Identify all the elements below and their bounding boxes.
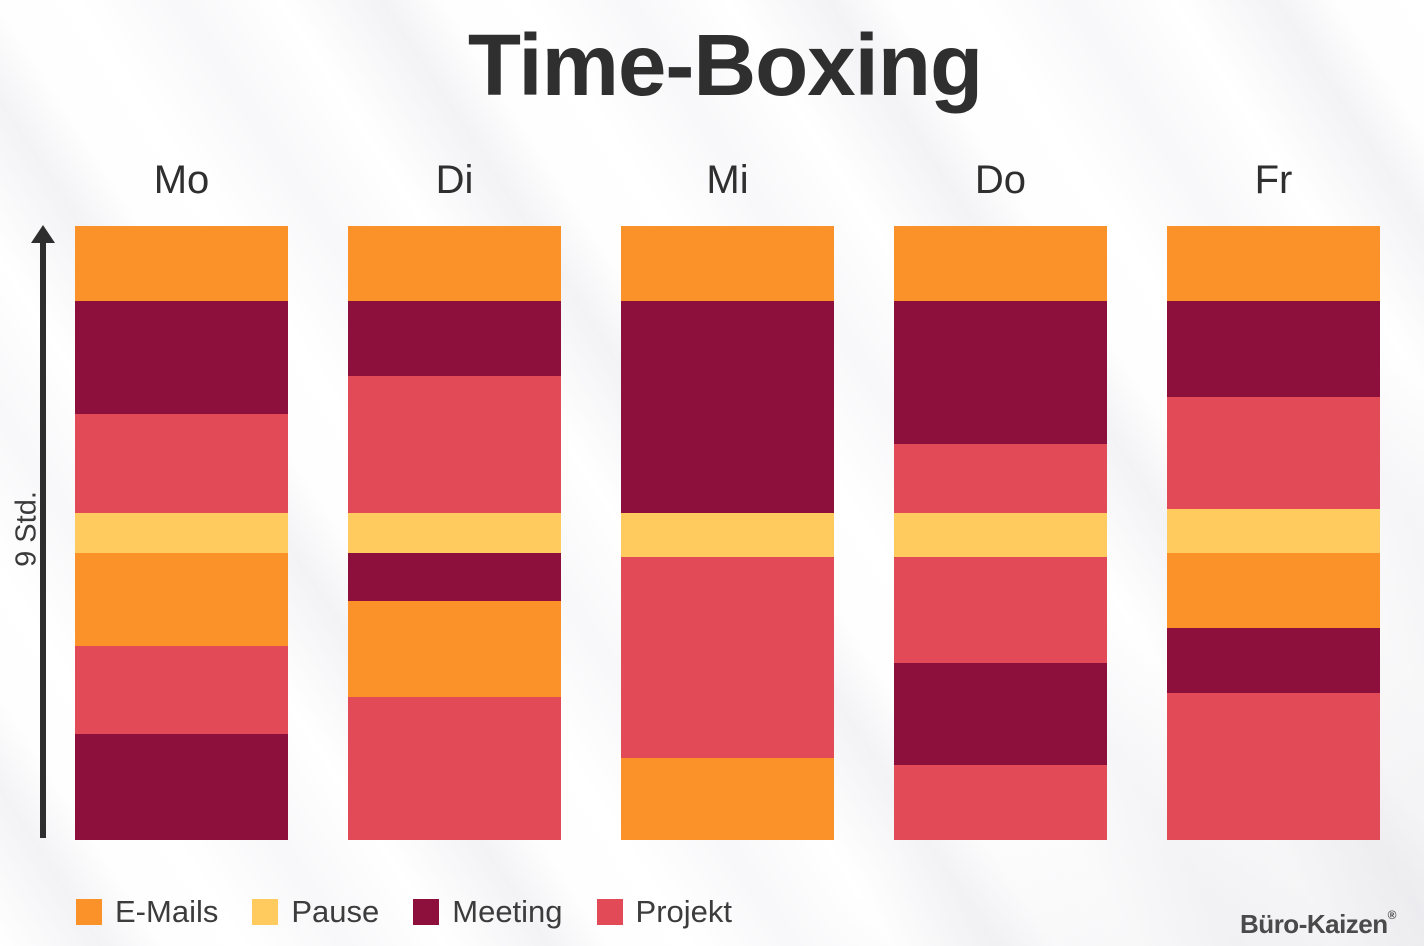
day-label-mi: Mi (706, 157, 749, 202)
segment-fr-meeting (1167, 628, 1380, 694)
day-label-mo: Mo (153, 157, 210, 202)
segment-fr-projekt (1167, 396, 1380, 510)
segment-di-e-mails (348, 226, 561, 302)
segment-do-meeting (894, 662, 1107, 765)
segment-mo-meeting (75, 734, 288, 840)
registered-mark: ® (1387, 908, 1397, 922)
segment-mo-e-mails (75, 553, 288, 646)
segment-fr-e-mails (1167, 553, 1380, 629)
y-axis-label: 9 Std. (10, 491, 43, 567)
day-label-fr: Fr (1254, 157, 1293, 202)
stacked-bar-fr (1167, 226, 1380, 840)
segment-mo-e-mails (75, 226, 288, 302)
segment-do-meeting (894, 301, 1107, 445)
segment-mo-pause (75, 512, 288, 554)
stacked-bar-mo (75, 226, 288, 840)
segment-do-e-mails (894, 226, 1107, 302)
legend-item-meeting: Meeting (413, 894, 563, 930)
segment-mi-projekt (621, 556, 834, 759)
segment-fr-e-mails (1167, 226, 1380, 302)
day-column-do: Do (894, 150, 1107, 840)
stacked-bar-mi (621, 226, 834, 840)
legend: E-Mails Pause Meeting Projekt (76, 894, 732, 930)
day-column-mi: Mi (621, 150, 834, 840)
segment-di-e-mails (348, 601, 561, 697)
segment-do-projekt (894, 764, 1107, 840)
segment-mo-projekt (75, 645, 288, 735)
brand-logo: Büro-Kaizen® (1240, 908, 1396, 940)
segment-mi-pause (621, 512, 834, 557)
y-axis-line (40, 242, 46, 838)
segment-di-meeting (348, 553, 561, 602)
segment-mi-e-mails (621, 226, 834, 302)
day-label-do: Do (974, 157, 1027, 202)
legend-item-e-mails: E-Mails (76, 894, 218, 930)
legend-label-meeting: Meeting (452, 894, 563, 929)
y-axis-arrow-head-icon (31, 225, 55, 243)
brand-logo-text: Büro-Kaizen (1240, 909, 1388, 939)
legend-item-projekt: Projekt (596, 894, 733, 930)
day-label-di: Di (435, 157, 474, 202)
bars-container: Mo Di Mi Do Fr (75, 150, 1380, 840)
stacked-bar-do (894, 226, 1107, 840)
day-column-mo: Mo (75, 150, 288, 840)
segment-fr-meeting (1167, 301, 1380, 397)
day-column-di: Di (348, 150, 561, 840)
legend-label-projekt: Projekt (635, 894, 733, 929)
segment-di-pause (348, 512, 561, 554)
stacked-bar-di (348, 226, 561, 840)
legend-swatch-projekt (596, 899, 623, 925)
segment-di-projekt (348, 376, 561, 513)
chart-title: Time-Boxing (467, 17, 983, 114)
legend-label-pause: Pause (291, 894, 380, 929)
segment-mi-e-mails (621, 758, 834, 840)
segment-do-pause (894, 512, 1107, 557)
day-column-fr: Fr (1167, 150, 1380, 840)
legend-swatch-meeting (413, 899, 440, 925)
segment-do-projekt (894, 444, 1107, 513)
legend-item-pause: Pause (252, 894, 379, 930)
segment-fr-pause (1167, 509, 1380, 554)
segment-do-projekt (894, 556, 1107, 663)
segment-mo-meeting (75, 301, 288, 414)
segment-mo-projekt (75, 413, 288, 513)
segment-mi-meeting (621, 301, 834, 513)
segment-di-projekt (348, 696, 561, 840)
segment-fr-projekt (1167, 693, 1380, 840)
legend-swatch-e-mails (76, 899, 102, 925)
segment-di-meeting (348, 301, 561, 377)
legend-label-e-mails: E-Mails (115, 894, 219, 929)
legend-swatch-pause (252, 899, 279, 925)
